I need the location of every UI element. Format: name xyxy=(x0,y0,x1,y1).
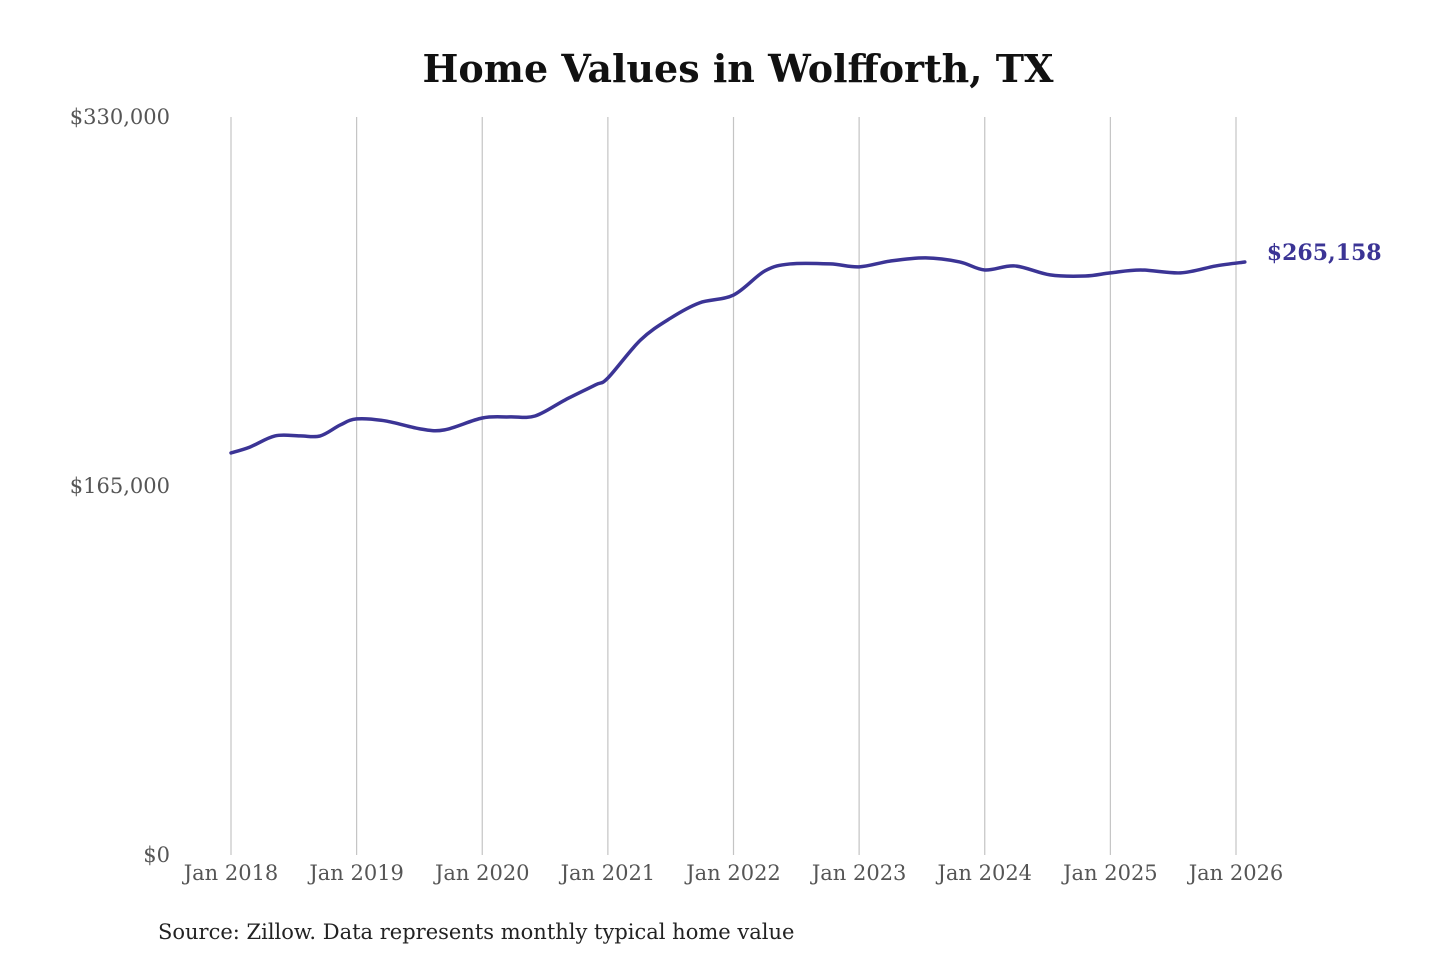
x-axis: Jan 2018 Jan 2019 Jan 2020 Jan 2021 Jan 2022… xyxy=(182,861,1284,885)
grid-lines xyxy=(230,117,1237,855)
end-value-label: $265,158 xyxy=(1267,240,1382,266)
x-tick-label: Jan 2023 xyxy=(810,861,907,885)
x-tick-label: Jan 2026 xyxy=(1187,861,1284,885)
x-tick-label: Jan 2020 xyxy=(433,861,530,885)
x-tick-label: Jan 2019 xyxy=(307,861,404,885)
series-layer: $265,158 xyxy=(229,240,1382,455)
x-tick-label: Jan 2018 xyxy=(182,861,279,885)
series-line xyxy=(229,256,1247,455)
x-tick-label: Jan 2022 xyxy=(684,861,781,885)
x-tick-label: Jan 2021 xyxy=(559,861,656,885)
x-tick-label: Jan 2024 xyxy=(935,861,1032,885)
y-axis: $0 $165,000 $330,000 xyxy=(70,105,170,867)
y-tick-label: $0 xyxy=(143,843,170,867)
source-note: Source: Zillow. Data represents monthly … xyxy=(158,920,794,944)
chart-title: Home Values in Wolfforth, TX xyxy=(423,46,1054,91)
y-tick-label: $330,000 xyxy=(70,105,170,129)
x-tick-label: Jan 2025 xyxy=(1061,861,1158,885)
y-tick-label: $165,000 xyxy=(70,474,170,498)
